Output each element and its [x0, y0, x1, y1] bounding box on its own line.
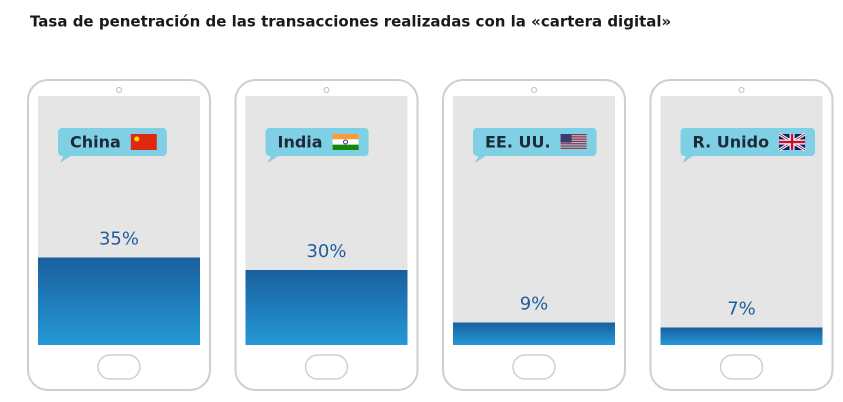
phone-camera	[323, 87, 330, 93]
category-bubble: China	[58, 128, 167, 163]
flag	[560, 147, 587, 149]
flag	[779, 134, 806, 150]
bar	[38, 257, 200, 345]
phone-camera	[116, 87, 122, 93]
flag	[560, 138, 587, 140]
flag	[343, 139, 348, 145]
category-bubble: India	[265, 128, 369, 163]
category-bubble: R. Unido	[680, 128, 816, 163]
category-label: India	[278, 133, 323, 152]
bubble-tail	[267, 155, 280, 163]
flag	[134, 136, 140, 142]
home-button	[719, 354, 764, 380]
flag	[560, 136, 587, 138]
chart-title: Tasa de penetración de las transacciones…	[30, 13, 671, 31]
flag	[560, 145, 587, 147]
flag	[560, 143, 587, 145]
value-label: 35%	[99, 229, 139, 250]
flag	[560, 134, 572, 143]
bar	[245, 270, 408, 345]
flag	[560, 140, 587, 142]
category-bubble: EE. UU.	[473, 128, 597, 163]
bar	[453, 322, 615, 345]
flag	[332, 144, 359, 150]
category-label: EE. UU.	[485, 133, 551, 152]
category-label: China	[70, 133, 121, 152]
flag	[332, 139, 359, 145]
phone-camera	[738, 87, 745, 93]
flag	[560, 134, 587, 136]
value-label: 30%	[306, 241, 346, 262]
flag	[130, 134, 157, 150]
bar	[660, 327, 823, 345]
flag	[332, 134, 359, 140]
category-label: R. Unido	[693, 133, 770, 152]
home-button	[304, 354, 349, 380]
value-label: 7%	[727, 299, 756, 320]
home-button	[512, 354, 556, 380]
home-button	[97, 354, 141, 380]
bubble-tail	[682, 155, 695, 163]
phone-camera	[531, 87, 537, 93]
bubble-tail	[475, 155, 487, 163]
value-label: 9%	[520, 294, 549, 315]
bubble-tail	[60, 155, 72, 163]
